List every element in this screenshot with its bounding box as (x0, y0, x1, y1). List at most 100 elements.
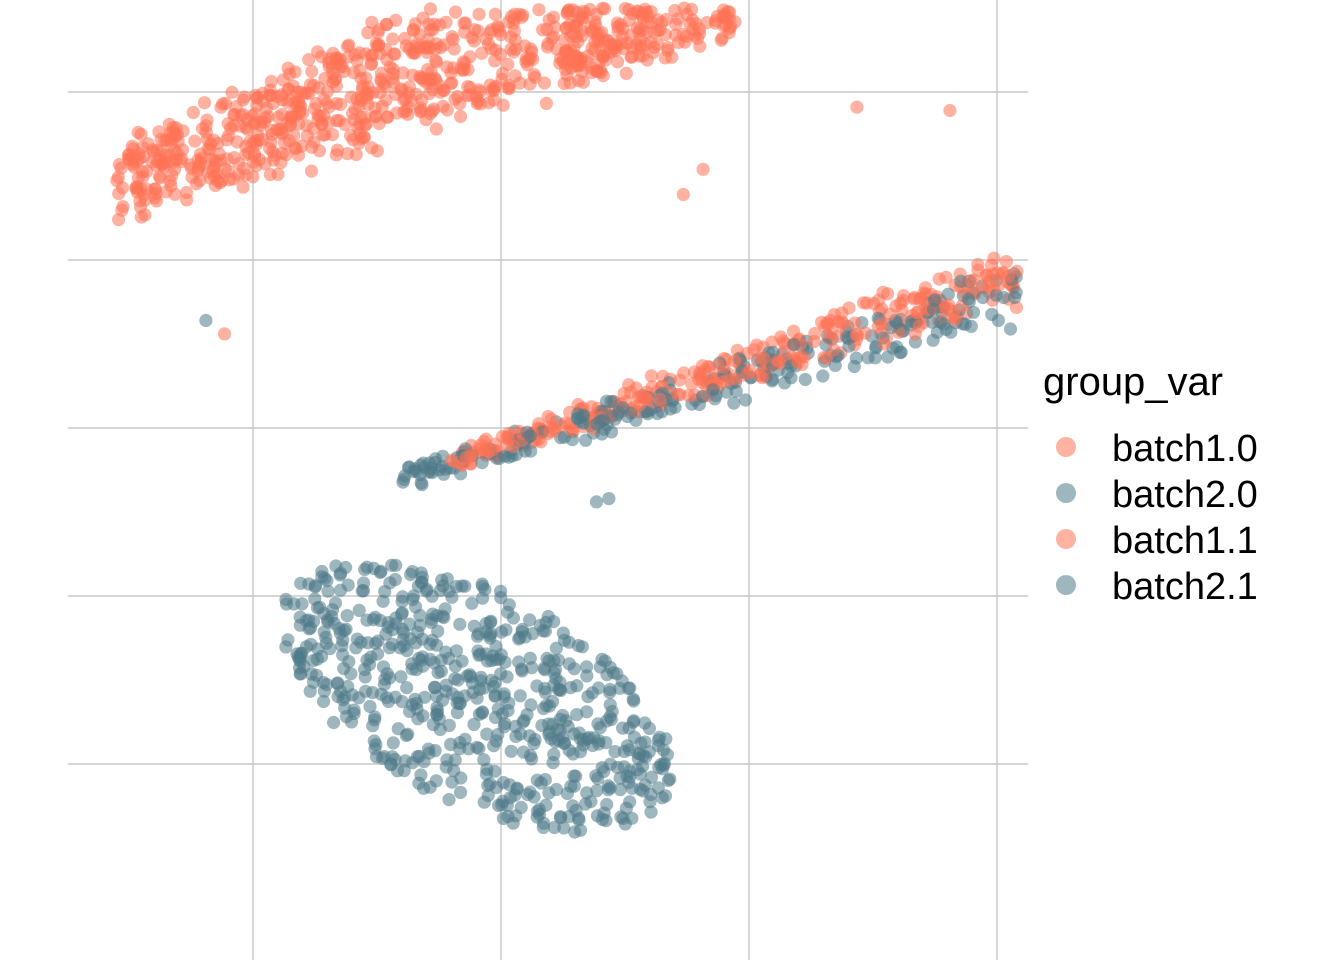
data-point-batch1-0 (200, 113, 214, 127)
data-point-batch2-0 (488, 689, 502, 703)
data-point-batch1-0 (281, 82, 295, 96)
data-point-batch1-0 (152, 169, 166, 184)
legend-label-batch1-1: batch1.1 (1112, 520, 1258, 562)
data-point-batch2-0 (523, 651, 537, 665)
data-point-batch1-1 (616, 22, 630, 36)
data-point-batch1-0 (302, 53, 316, 67)
data-point-batch2-0 (549, 641, 564, 655)
data-point-batch1-0 (451, 90, 465, 104)
data-point-batch2-0 (394, 670, 408, 684)
data-point-batch1-0 (386, 32, 400, 46)
data-point-batch1-0 (548, 20, 562, 34)
data-point-batch1-1 (871, 319, 885, 333)
data-point-batch2-0 (590, 809, 605, 823)
data-point-batch1-0 (546, 30, 561, 44)
data-point-batch2-0 (644, 770, 659, 784)
data-point-batch2-0 (287, 597, 301, 611)
data-point-batch2-0 (549, 782, 564, 797)
data-point-batch1-0 (134, 127, 148, 141)
data-point-batch2-0 (627, 730, 642, 744)
data-point-batch2-0 (580, 669, 594, 683)
data-point-batch2-0 (523, 785, 537, 799)
data-point-batch2-0 (352, 603, 366, 618)
data-point-batch1-0 (354, 71, 368, 85)
data-point-batch1-0 (357, 130, 371, 144)
data-point-batch1-0 (401, 107, 415, 121)
data-point-batch1-0 (479, 32, 493, 46)
data-point-batch1-1 (558, 56, 572, 71)
data-point-batch2-0 (293, 667, 307, 681)
data-point-batch2-1 (624, 406, 638, 420)
data-point-batch1-1 (651, 24, 665, 38)
data-point-batch1-1 (776, 334, 790, 348)
data-point-batch2-0 (467, 717, 481, 732)
data-point-batch2-0 (516, 715, 530, 729)
data-point-batch1-1 (848, 316, 862, 330)
data-point-batch2-0 (587, 731, 601, 745)
data-point-batch2-0 (460, 669, 474, 683)
data-point-batch2-0 (636, 749, 650, 763)
data-point-batch2-0 (299, 640, 314, 654)
data-point-batch1-0 (112, 157, 126, 172)
data-point-batch1-0 (148, 191, 162, 205)
data-point-batch2-0 (364, 650, 378, 664)
data-point-batch1-1 (534, 435, 548, 449)
data-point-batch1-1 (644, 369, 659, 383)
data-point-batch1-0 (295, 139, 309, 153)
legend-entry-batch1-1: batch1.1 (1056, 520, 1258, 562)
data-point-batch2-0 (491, 728, 505, 742)
data-point-batch2-0 (293, 654, 307, 668)
data-point-batch2-0 (567, 662, 581, 676)
data-point-batch1-0 (532, 3, 546, 17)
data-point-batch2-0 (530, 773, 544, 787)
data-point-batch2-0 (590, 784, 604, 798)
data-point-batch1-0 (418, 40, 432, 54)
data-point-batch2-0 (415, 650, 430, 664)
data-point-batch2-0 (547, 615, 561, 629)
data-point-batch1-1 (787, 324, 801, 338)
data-point-batch2-1 (590, 417, 604, 431)
data-point-batch1-0 (112, 213, 126, 227)
data-point-batch2-1 (738, 393, 753, 407)
data-point-batch1-1 (722, 12, 737, 26)
data-point-batch1-1 (750, 338, 764, 352)
data-point-batch2-1 (816, 369, 830, 383)
data-point-batch1-0 (214, 100, 228, 114)
data-point-batch1-0 (194, 152, 209, 166)
data-point-batch2-0 (379, 627, 393, 641)
data-point-batch2-0 (332, 621, 346, 636)
legend-entry-batch2-0: batch2.0 (1056, 474, 1258, 516)
data-point-batch2-1 (425, 466, 439, 480)
data-point-batch2-0 (384, 757, 398, 771)
data-point-batch1-0 (218, 162, 232, 176)
data-point-batch1-0 (361, 25, 375, 40)
data-point-batch2-0 (465, 596, 479, 610)
data-point-batch2-1 (997, 290, 1011, 305)
data-point-batch2-1 (1008, 290, 1022, 305)
data-point-batch2-0 (369, 750, 384, 764)
data-point-batch2-0 (638, 735, 652, 749)
data-point-batch2-0 (333, 583, 348, 597)
data-point-batch2-0 (409, 600, 423, 614)
data-point-batch2-0 (399, 728, 413, 743)
data-point-batch2-0 (608, 745, 622, 759)
data-point-batch1-0 (112, 187, 126, 201)
data-point-batch2-0 (293, 618, 307, 632)
data-point-batch1-0 (236, 93, 250, 107)
legend-entry-batch2-1: batch2.1 (1056, 566, 1258, 608)
data-point-batch2-0 (622, 776, 636, 790)
data-point-batch1-0 (248, 134, 262, 148)
data-point-batch2-0 (512, 655, 526, 669)
data-point-batch1-1 (636, 7, 650, 21)
data-point-batch2-0 (386, 736, 400, 750)
data-point-batch2-0 (484, 614, 498, 628)
data-point-batch2-0 (570, 679, 584, 693)
data-point-batch2-0 (380, 667, 394, 681)
data-point-batch2-0 (472, 741, 486, 756)
data-point-batch2-0 (405, 698, 419, 712)
data-point-batch1-0 (355, 82, 370, 97)
data-point-batch2-1 (641, 407, 655, 421)
data-point-batch2-0 (423, 780, 437, 794)
data-point-batch2-0 (359, 684, 373, 698)
